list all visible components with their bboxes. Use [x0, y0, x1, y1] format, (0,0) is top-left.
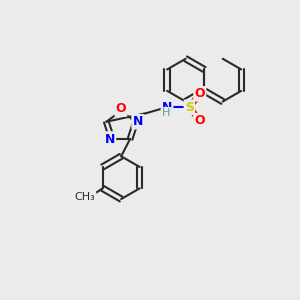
Text: N: N [162, 101, 172, 114]
Text: O: O [116, 103, 126, 116]
Text: N: N [133, 115, 143, 128]
Text: CH₃: CH₃ [74, 192, 95, 202]
Text: N: N [105, 133, 115, 146]
Text: O: O [194, 87, 205, 100]
Text: H: H [162, 108, 171, 118]
Text: O: O [194, 114, 205, 127]
Text: S: S [185, 101, 194, 114]
